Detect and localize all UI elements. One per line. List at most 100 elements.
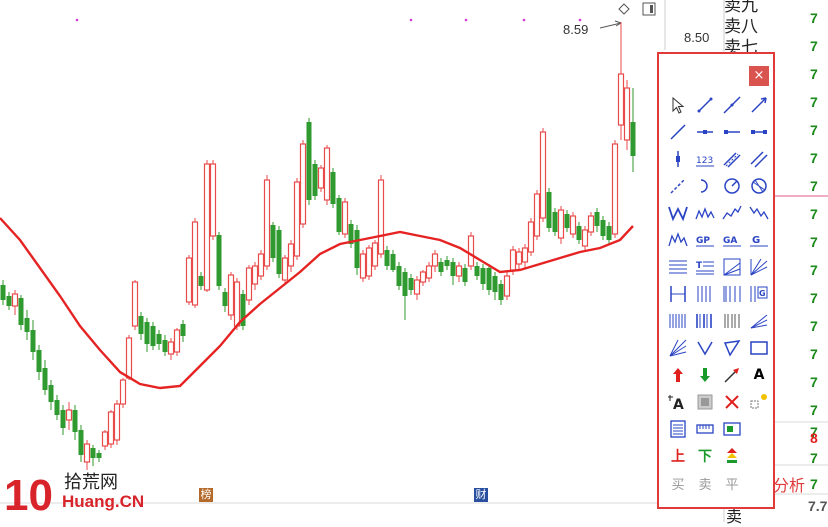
candle-body bbox=[24, 318, 30, 332]
hline-tool[interactable] bbox=[746, 120, 772, 144]
range-tool[interactable] bbox=[665, 282, 691, 306]
buy-small-label[interactable]: 买 bbox=[671, 477, 685, 493]
parallel-tool[interactable] bbox=[719, 147, 745, 171]
flat-small-label[interactable]: 平 bbox=[725, 477, 739, 493]
wave-m-tool[interactable] bbox=[692, 201, 718, 225]
fan-lines-icon bbox=[669, 339, 687, 357]
candle-body bbox=[293, 181, 301, 257]
ray-tool[interactable] bbox=[746, 93, 772, 117]
rectangle-tool[interactable] bbox=[746, 336, 772, 360]
sell-small-label[interactable]: 卖 bbox=[698, 477, 712, 493]
wave-fall-tool[interactable] bbox=[746, 201, 772, 225]
pointer-tool[interactable] bbox=[665, 93, 691, 117]
line-tool[interactable] bbox=[719, 93, 745, 117]
panel-toggle-icon bbox=[642, 2, 656, 16]
candle-body bbox=[611, 143, 619, 235]
text-a-icon: A bbox=[753, 367, 765, 383]
bars-tool-2[interactable] bbox=[692, 309, 718, 333]
fib-time-tool[interactable] bbox=[719, 282, 745, 306]
drawing-toolbox[interactable]: × 123 GP GA G T bbox=[657, 52, 775, 509]
period-lines-tool[interactable] bbox=[692, 282, 718, 306]
up-arrow-tool[interactable] bbox=[665, 363, 691, 387]
buy-mark-tool[interactable]: 上 bbox=[665, 444, 691, 468]
gann-tool[interactable] bbox=[746, 255, 772, 279]
ranking-marker[interactable]: 榜 bbox=[199, 488, 213, 502]
analysis-label[interactable]: 分析 bbox=[773, 476, 806, 495]
g-time-tool[interactable]: G bbox=[746, 282, 772, 306]
candle-body bbox=[630, 122, 636, 156]
right-number: 7 bbox=[810, 122, 818, 138]
fill-tool[interactable] bbox=[692, 390, 718, 414]
g-tool[interactable]: G bbox=[746, 228, 772, 252]
wave-w-tool[interactable] bbox=[665, 201, 691, 225]
candle-body bbox=[498, 284, 504, 300]
hold-mark-tool[interactable] bbox=[719, 444, 745, 468]
candle-body bbox=[576, 226, 582, 240]
sell9-label: 卖九 bbox=[724, 0, 758, 16]
close-button[interactable]: × bbox=[749, 66, 769, 86]
bars-tool-1[interactable] bbox=[665, 309, 691, 333]
candle-body bbox=[251, 265, 259, 285]
logo-digits: 10 bbox=[4, 471, 53, 518]
ruler-tool[interactable] bbox=[692, 417, 718, 441]
price-label-tool[interactable]: 123 bbox=[692, 147, 718, 171]
candle-body bbox=[240, 294, 246, 326]
candle-body bbox=[227, 274, 235, 316]
arc-icon bbox=[700, 179, 708, 193]
triangle-icon bbox=[723, 340, 741, 357]
right-number: 7 bbox=[810, 66, 818, 82]
right-number: 7 bbox=[810, 476, 818, 492]
box-fan-tool[interactable] bbox=[719, 255, 745, 279]
right-number: 7 bbox=[810, 318, 818, 334]
candle-body bbox=[138, 316, 144, 334]
bars-tool-3[interactable] bbox=[719, 309, 745, 333]
hline-segment-tool[interactable] bbox=[692, 120, 718, 144]
g-time-icon: G bbox=[750, 286, 768, 302]
wave-rise-tool[interactable] bbox=[719, 201, 745, 225]
down-arrow-tool[interactable] bbox=[692, 363, 718, 387]
t-lines-tool[interactable]: T bbox=[692, 255, 718, 279]
sell-mark-tool[interactable]: 下 bbox=[692, 444, 718, 468]
notes-tool[interactable] bbox=[665, 417, 691, 441]
channel-tool[interactable] bbox=[746, 147, 772, 171]
candle-body bbox=[209, 163, 217, 237]
vline-tool[interactable] bbox=[665, 147, 691, 171]
speed-line-tool[interactable] bbox=[665, 174, 691, 198]
right-number: 7 bbox=[810, 206, 818, 222]
gp-tool[interactable]: GP bbox=[692, 228, 718, 252]
right-number: 7 bbox=[810, 374, 818, 390]
fan-lines-tool[interactable] bbox=[665, 336, 691, 360]
candle-body bbox=[18, 298, 24, 325]
candle-body bbox=[65, 409, 73, 421]
ga-tool[interactable]: GA bbox=[719, 228, 745, 252]
candle-body bbox=[276, 230, 282, 274]
candle-body bbox=[509, 249, 517, 271]
eraser-tool[interactable] bbox=[746, 390, 772, 414]
image-tool[interactable] bbox=[719, 417, 745, 441]
text-annotation-tool[interactable]: A bbox=[665, 390, 691, 414]
red-up-arrow-icon bbox=[673, 368, 683, 382]
candle-body bbox=[198, 276, 204, 286]
diag-line-tool[interactable] bbox=[665, 120, 691, 144]
candle-body bbox=[431, 253, 439, 267]
arrow-down-shape-tool[interactable] bbox=[692, 336, 718, 360]
candle-body bbox=[396, 266, 402, 286]
arc-tool[interactable] bbox=[692, 174, 718, 198]
horizontal-ray-icon bbox=[724, 130, 740, 134]
segment-tool[interactable] bbox=[692, 93, 718, 117]
arrow-line-tool[interactable] bbox=[719, 363, 745, 387]
fib-tool[interactable] bbox=[665, 255, 691, 279]
fan-circle-tool[interactable] bbox=[746, 174, 772, 198]
finance-marker[interactable]: 财 bbox=[474, 488, 488, 502]
angle-fan-tool[interactable] bbox=[746, 309, 772, 333]
circle-tool[interactable] bbox=[719, 174, 745, 198]
delete-tool[interactable] bbox=[719, 390, 745, 414]
grouped-lines-icon bbox=[724, 314, 740, 328]
mountain-tool[interactable] bbox=[665, 228, 691, 252]
candle-body bbox=[90, 448, 96, 458]
triangle-tool[interactable] bbox=[719, 336, 745, 360]
hline-ray-tool[interactable] bbox=[719, 120, 745, 144]
right-number: 7.7 bbox=[808, 498, 828, 514]
text-tool[interactable]: A bbox=[746, 363, 772, 387]
